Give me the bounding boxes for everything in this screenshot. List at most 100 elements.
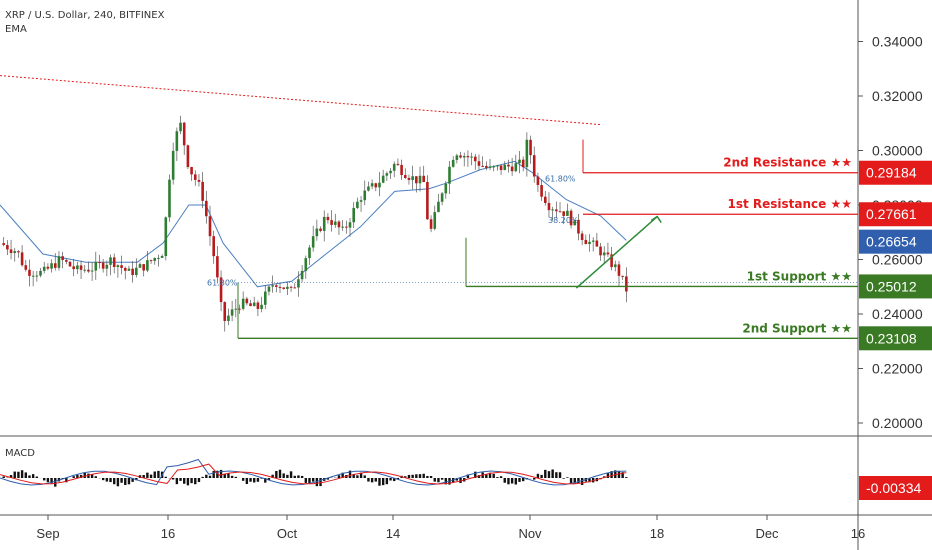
macd-histogram-bar [171, 478, 175, 480]
candle-body [13, 251, 17, 254]
macd-histogram-bar [466, 474, 470, 478]
candle-body [621, 275, 624, 277]
macd-histogram-bar [54, 478, 57, 487]
candle-body [123, 267, 127, 271]
macd-histogram-bar [308, 478, 311, 484]
macd-histogram-bar [577, 478, 580, 484]
candle-body [193, 174, 197, 180]
candle-body [392, 163, 396, 171]
candle-body [297, 279, 300, 288]
macd-value-tag[interactable] [859, 476, 932, 500]
ema-line [0, 160, 627, 288]
candle-body [437, 201, 440, 213]
level-price-tag-3[interactable] [859, 326, 932, 351]
macd-histogram-bar [474, 471, 477, 478]
macd-histogram-bar [2, 476, 5, 478]
candle-body [396, 163, 400, 165]
macd-histogram-bar [50, 478, 53, 484]
x-tick-label-3: 14 [386, 526, 400, 541]
current-price-tag[interactable] [859, 229, 932, 254]
macd-histogram-bar [444, 478, 448, 485]
candle-body [157, 257, 160, 259]
candle-body [566, 210, 569, 216]
candle-body [540, 185, 543, 197]
candle-body [219, 277, 223, 303]
candle-body [90, 270, 94, 272]
macd-histogram-bar [179, 478, 182, 481]
candle-body [617, 264, 621, 276]
candle-body [168, 179, 171, 218]
macd-histogram-bar [374, 478, 378, 482]
candle-body [149, 260, 153, 262]
macd-histogram-bar [72, 476, 75, 478]
macd-histogram-bar [146, 472, 149, 478]
candle-body [385, 173, 389, 176]
macd-histogram-bar [216, 470, 219, 478]
candle-body [31, 275, 35, 277]
candle-body [451, 159, 455, 167]
candle-body [588, 241, 591, 245]
level-price-text-3: 0.23108 [866, 330, 917, 346]
candle-body [112, 257, 116, 267]
candle-body [466, 155, 470, 158]
candle-body [175, 131, 179, 151]
candle-body [267, 286, 271, 292]
macd-histogram-bar [264, 478, 267, 483]
macd-histogram-bar [153, 471, 156, 478]
macd-histogram-bar [101, 478, 105, 481]
macd-histogram-bar [341, 472, 344, 478]
candle-body [2, 243, 5, 246]
macd-histogram-bar [566, 477, 569, 478]
candle-body [120, 265, 123, 268]
macd-histogram-bar [588, 478, 591, 483]
macd-histogram-bar [551, 469, 554, 478]
level-price-tag-1[interactable] [859, 202, 932, 227]
candle-body [153, 258, 157, 261]
candle-body [9, 249, 13, 254]
candle-body [135, 267, 138, 276]
macd-histogram-bar [544, 469, 547, 478]
macd-histogram-bar [245, 478, 249, 484]
resistance-trendline [0, 75, 601, 126]
macd-histogram-bar [499, 476, 503, 478]
level-label-3: 2nd Support ★★ [742, 321, 852, 335]
candle-body [230, 309, 234, 316]
candle-body [138, 264, 142, 268]
candle-body [131, 268, 134, 276]
candle-body [42, 266, 46, 271]
macd-histogram-bar [164, 476, 167, 478]
macd-histogram-bar [286, 474, 289, 478]
macd-histogram-bar [256, 478, 260, 482]
macd-histogram-bar [536, 473, 540, 478]
candle-body [326, 216, 330, 221]
candle-body [282, 287, 285, 289]
candle-body [532, 155, 536, 177]
macd-histogram-bar [65, 478, 68, 483]
candle-body [440, 193, 444, 202]
candle-body [83, 269, 87, 271]
macd-histogram-bar [124, 478, 127, 486]
macd-histogram-bar [24, 472, 27, 478]
candle-body [433, 212, 437, 229]
candle-body [602, 252, 606, 256]
candle-body [234, 308, 238, 310]
candle-body [179, 122, 182, 132]
macd-histogram-bar [429, 476, 433, 478]
macd-histogram-bar [28, 475, 31, 478]
level-price-tag-2[interactable] [859, 274, 932, 299]
candle-body [503, 164, 507, 171]
candle-body [24, 265, 28, 270]
candle-body [315, 228, 319, 237]
macd-histogram-bar [521, 478, 525, 482]
macd-histogram-bar [367, 478, 370, 482]
macd-histogram-bar [507, 478, 510, 485]
level-price-tag-0[interactable] [859, 160, 932, 185]
macd-histogram-bar [194, 478, 197, 485]
macd-histogram-bar [326, 478, 330, 480]
macd-histogram-bar [422, 473, 425, 478]
x-tick-label-4: Nov [518, 526, 542, 541]
candle-body [580, 233, 584, 240]
candle-body [374, 183, 378, 188]
macd-histogram-bar [157, 470, 160, 478]
